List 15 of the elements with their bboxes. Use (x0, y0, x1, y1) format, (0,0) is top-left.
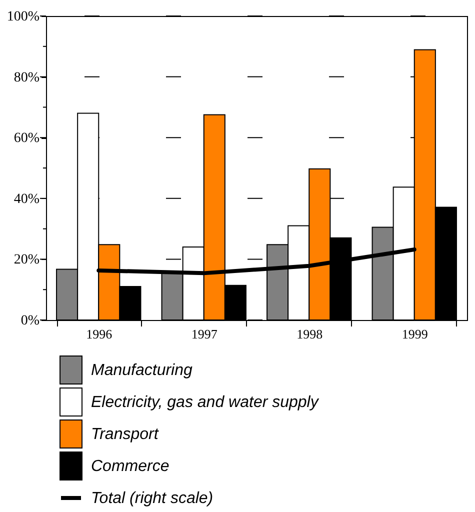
x-tick-label: 1997 (191, 326, 218, 342)
x-tick-label: 1998 (296, 326, 323, 342)
y-tick-label: 80% (14, 70, 40, 86)
y-tick-label: 20% (14, 252, 40, 268)
legend-label: Manufacturing (91, 362, 192, 379)
legend-label: Commerce (91, 458, 170, 475)
legend-label: Transport (91, 426, 159, 443)
y-tick-label: 0% (20, 314, 40, 328)
legend-label: Electricity, gas and water supply (91, 394, 320, 411)
x-tick-label: 1999 (402, 326, 428, 342)
y-tick-label: 100% (6, 10, 40, 24)
y-tick-label: 40% (14, 192, 40, 207)
legend-label: Total (right scale) (91, 490, 214, 507)
x-tick-label: 1996 (86, 326, 113, 342)
y-tick-label: 60% (14, 131, 40, 146)
